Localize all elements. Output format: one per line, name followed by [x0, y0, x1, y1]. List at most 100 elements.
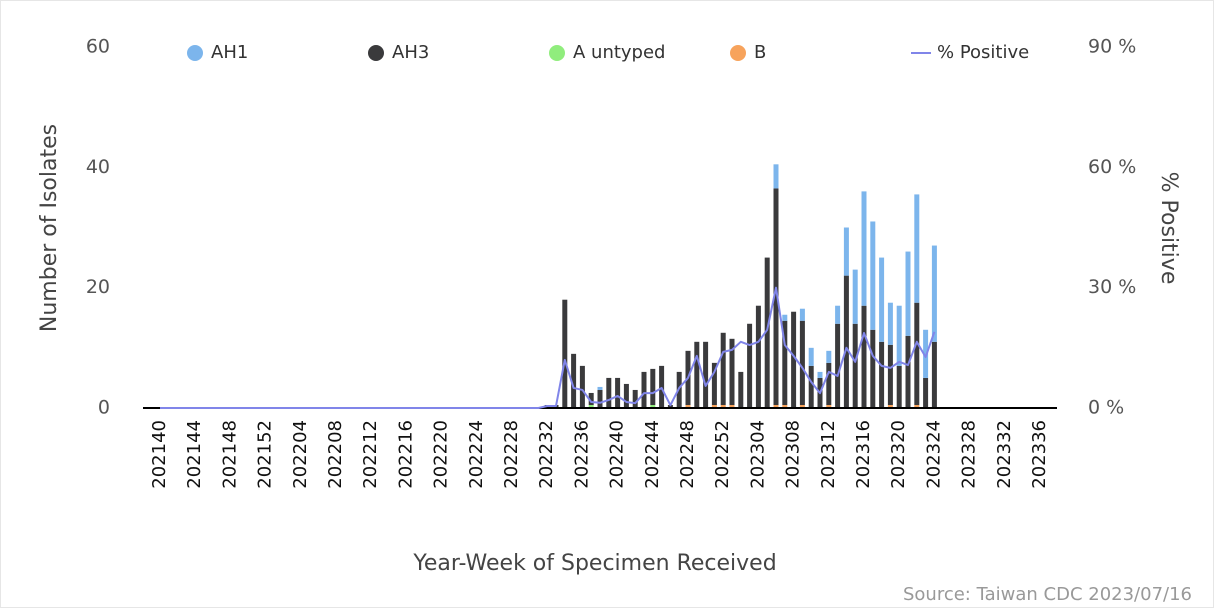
bar: [764, 257, 770, 408]
x-tick-label: 202228: [501, 420, 522, 489]
bar: [896, 365, 902, 408]
bar: [887, 302, 893, 345]
bar: [923, 377, 929, 408]
y2-tick-label: 60 %: [1088, 156, 1136, 178]
x-tick-label: 202232: [536, 420, 557, 489]
bar: [729, 338, 735, 405]
y-tick-label: 40: [86, 156, 110, 178]
bar: [835, 323, 841, 408]
x-tick-label: 202140: [149, 420, 170, 489]
line: [160, 286, 936, 409]
bar: [914, 194, 920, 303]
x-tick-label: 202244: [642, 420, 663, 489]
legend-label: A untyped: [573, 42, 666, 63]
x-tick-label: 202248: [677, 420, 698, 489]
y2-tick-label: 30 %: [1088, 276, 1136, 298]
bar: [826, 362, 832, 405]
bar: [694, 341, 700, 408]
bar: [667, 404, 673, 408]
x-tick-label: 202148: [219, 420, 240, 489]
y-tick-label: 60: [86, 36, 110, 58]
bar: [588, 392, 594, 405]
bar: [747, 323, 753, 408]
bar: [641, 371, 647, 408]
legend-label: AH1: [211, 42, 248, 63]
bar: [685, 404, 691, 408]
bar: [914, 302, 920, 405]
x-tick-label: 202312: [818, 420, 839, 489]
bar: [729, 404, 735, 408]
bar: [826, 404, 832, 408]
bar: [720, 332, 726, 405]
bar: [588, 404, 594, 408]
bar: [782, 404, 788, 408]
bar: [711, 404, 717, 408]
bar: [632, 389, 638, 408]
bar: [861, 191, 867, 306]
bar: [905, 335, 911, 408]
bar: [914, 404, 920, 408]
y-tick-label: 20: [86, 276, 110, 298]
x-tick-label: 202236: [571, 420, 592, 489]
source: Source: Taiwan CDC 2023/07/16: [903, 584, 1192, 605]
x-tick-label: 202240: [607, 420, 628, 489]
bar: [738, 371, 744, 408]
bar: [791, 311, 797, 408]
bar: [905, 251, 911, 336]
bar: [571, 353, 577, 408]
bar: [597, 386, 603, 390]
bar: [931, 341, 937, 408]
x-tick-label: 202152: [255, 420, 276, 489]
bar: [852, 323, 858, 408]
bar: [773, 404, 779, 408]
bar: [826, 350, 832, 363]
x-tick-label: 202328: [959, 420, 980, 489]
y-tick-label: 0: [98, 397, 110, 419]
bar: [835, 305, 841, 324]
bar: [887, 344, 893, 405]
bar: [755, 305, 761, 408]
x-tick-label: 202216: [395, 420, 416, 489]
bar: [879, 257, 885, 342]
bar: [799, 404, 805, 408]
x-tick-label: 202336: [1029, 420, 1050, 489]
bar: [817, 371, 823, 378]
y2-tick-label: 90 %: [1088, 36, 1136, 58]
bar: [773, 164, 779, 189]
bar: [623, 383, 629, 408]
x-tick-label: 202220: [431, 420, 452, 489]
bar: [782, 320, 788, 405]
x-tick-label: 202316: [853, 420, 874, 489]
x-tick-label: 202304: [747, 420, 768, 489]
x-tick-label: 202324: [923, 420, 944, 489]
bar: [703, 341, 709, 408]
x-tick-label: 202252: [712, 420, 733, 489]
legend-marker: [730, 45, 746, 61]
bar: [799, 308, 805, 321]
bar: [773, 188, 779, 405]
bar: [931, 245, 937, 342]
bar: [597, 389, 603, 408]
bar: [808, 347, 814, 366]
bar: [843, 275, 849, 408]
bar: [843, 227, 849, 276]
bar: [879, 341, 885, 408]
legend-label: AH3: [392, 42, 429, 63]
bar: [870, 221, 876, 330]
bar: [615, 377, 621, 408]
legend-marker: [187, 45, 203, 61]
bar: [852, 269, 858, 324]
bar: [606, 377, 612, 408]
bar: [720, 404, 726, 408]
x-tick-label: 202212: [360, 420, 381, 489]
y2-axis-title: % Positive: [1156, 172, 1181, 285]
bar: [887, 404, 893, 408]
legend-marker: [368, 45, 384, 61]
bar: [711, 362, 717, 405]
x-tick-label: 202320: [888, 420, 909, 489]
bar: [923, 329, 929, 378]
bar: [896, 305, 902, 366]
bar: [579, 365, 585, 408]
